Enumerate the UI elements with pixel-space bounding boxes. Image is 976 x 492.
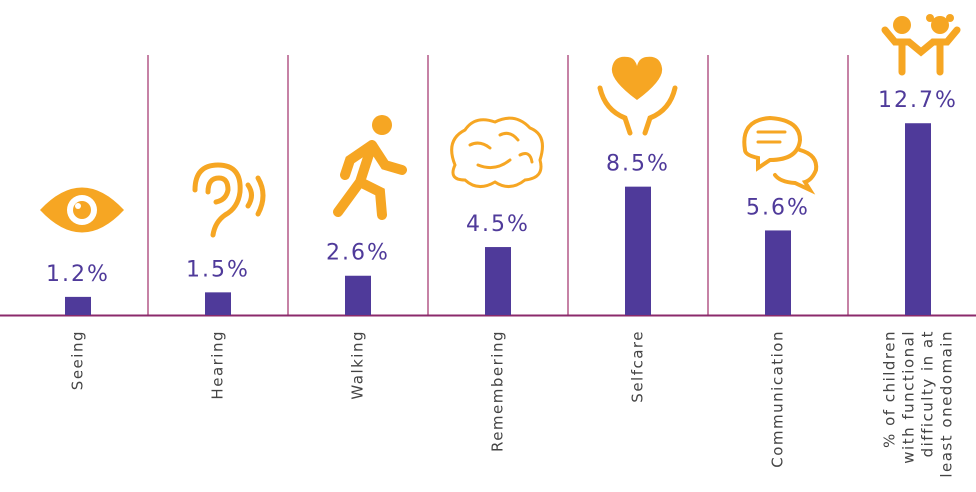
value-label: 12.7% (878, 88, 958, 113)
x-tick-label: Walking (349, 330, 367, 400)
communication-icon (742, 115, 819, 195)
value-label: 1.5% (186, 257, 250, 282)
selfcare-icon (597, 56, 678, 136)
x-tick-label: Selfcare (629, 330, 647, 403)
x-tick-label: Remembering (489, 330, 507, 452)
bar (65, 296, 91, 315)
bar (485, 247, 511, 315)
value-label: 5.6% (746, 195, 810, 220)
ear-icon (192, 162, 266, 238)
value-label: 1.2% (46, 262, 110, 287)
x-tick-label: % of childrenwith functionaldifficulty i… (880, 330, 955, 478)
bar (345, 275, 371, 315)
x-tick-label: Communication (769, 330, 787, 468)
eye-icon (40, 187, 124, 233)
brain-icon (450, 116, 544, 188)
bar (205, 292, 231, 315)
dividers (147, 55, 849, 315)
value-label: 2.6% (326, 241, 390, 266)
bar (905, 123, 931, 315)
walking-icon (333, 115, 407, 220)
value-label: 8.5% (606, 152, 670, 177)
value-label: 4.5% (466, 212, 530, 237)
bar (765, 230, 791, 315)
x-tick-label: Hearing (209, 330, 227, 400)
children-icon (881, 14, 961, 76)
x-tick-label: Seeing (69, 330, 87, 390)
bar (625, 186, 651, 315)
